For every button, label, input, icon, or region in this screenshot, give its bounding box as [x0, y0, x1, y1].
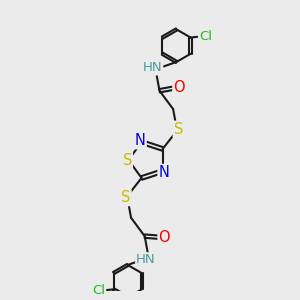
- Text: O: O: [173, 80, 185, 94]
- Text: S: S: [174, 122, 183, 137]
- Text: Cl: Cl: [199, 30, 212, 43]
- Text: S: S: [121, 190, 130, 205]
- Text: N: N: [135, 133, 146, 148]
- Text: N: N: [158, 165, 169, 180]
- Text: Cl: Cl: [92, 284, 105, 297]
- Text: HN: HN: [136, 253, 156, 266]
- Text: HN: HN: [142, 61, 162, 74]
- Text: O: O: [158, 230, 170, 245]
- Text: S: S: [122, 152, 132, 167]
